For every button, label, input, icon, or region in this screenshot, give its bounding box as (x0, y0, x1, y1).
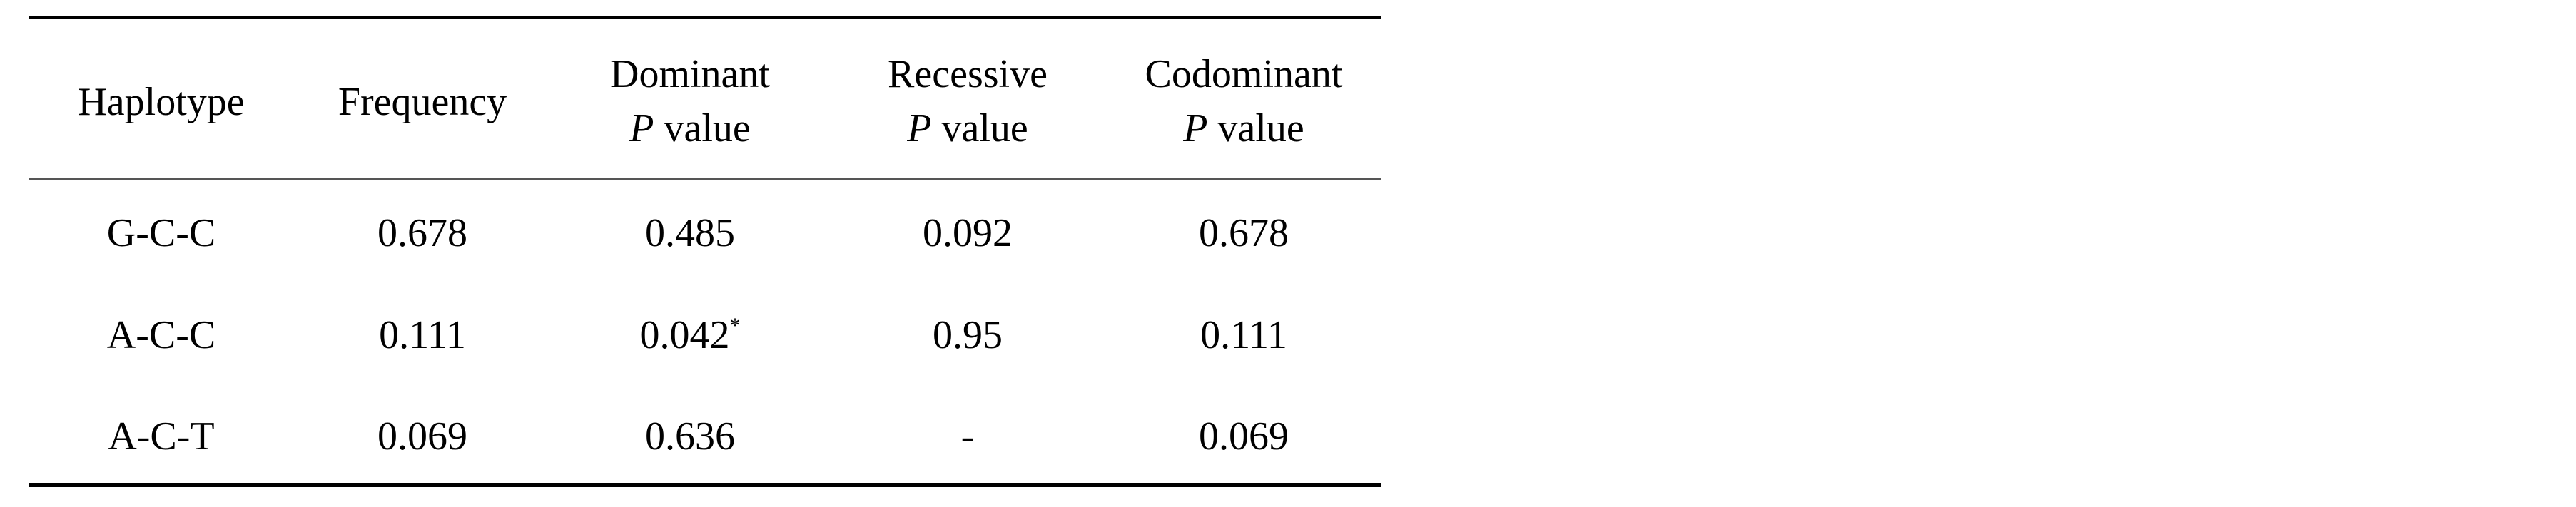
cell-text: - (960, 414, 975, 459)
table-cell: G-C-C (26, 213, 297, 253)
footnote-mark: * (729, 314, 741, 337)
cell-text: A-C-C (106, 313, 216, 357)
header-text: value (941, 106, 1028, 150)
cell-text: G-C-C (106, 211, 216, 255)
table-cell: A-C-T (26, 416, 297, 456)
top-rule (29, 16, 1381, 19)
header-cell: P value (554, 108, 826, 148)
table-cell: 0.069 (1108, 416, 1379, 456)
header-cell: Recessive (888, 52, 1048, 96)
header-cell: Haplotype (78, 80, 245, 124)
table-cell: A-C-C (26, 315, 297, 355)
header-rule (29, 178, 1381, 180)
table-cell: 0.636 (554, 416, 826, 456)
italic-p: P (1183, 106, 1208, 150)
table-cell: 0.042* (554, 313, 826, 357)
header-text: value (664, 106, 751, 150)
header-cell: P value (1108, 108, 1379, 148)
table-cell: 0.111 (1108, 315, 1379, 355)
cell-text: 0.111 (1200, 313, 1287, 357)
cell-text: 0.069 (377, 414, 467, 459)
table-cell: 0.95 (832, 315, 1103, 355)
table-cell: 0.111 (287, 315, 558, 355)
cell-text: 0.111 (379, 313, 466, 357)
cell-text: 0.092 (923, 211, 1013, 255)
header-cell: P value (832, 108, 1103, 148)
cell-text: 0.485 (645, 211, 735, 255)
cell-text: 0.069 (1199, 414, 1289, 459)
header-cell: Dominant (610, 52, 770, 96)
italic-p: P (629, 106, 654, 150)
italic-p: P (907, 106, 932, 150)
header-text: value (1217, 106, 1304, 150)
cell-text: A-C-T (108, 414, 215, 459)
table-cell: 0.678 (287, 213, 558, 253)
table-cell: 0.069 (287, 416, 558, 456)
header-cell: Codominant (1145, 52, 1343, 96)
cell-text: 0.636 (645, 414, 735, 459)
table-cell: 0.485 (554, 213, 826, 253)
bottom-rule (29, 483, 1381, 487)
header-cell: Frequency (338, 80, 507, 124)
cell-text: 0.95 (933, 313, 1003, 357)
table-cell: - (832, 416, 1103, 456)
table-cell: 0.092 (832, 213, 1103, 253)
table-cell: 0.678 (1108, 213, 1379, 253)
cell-text: 0.678 (1199, 211, 1289, 255)
cell-text: 0.678 (377, 211, 467, 255)
cell-text: 0.042 (639, 313, 730, 357)
